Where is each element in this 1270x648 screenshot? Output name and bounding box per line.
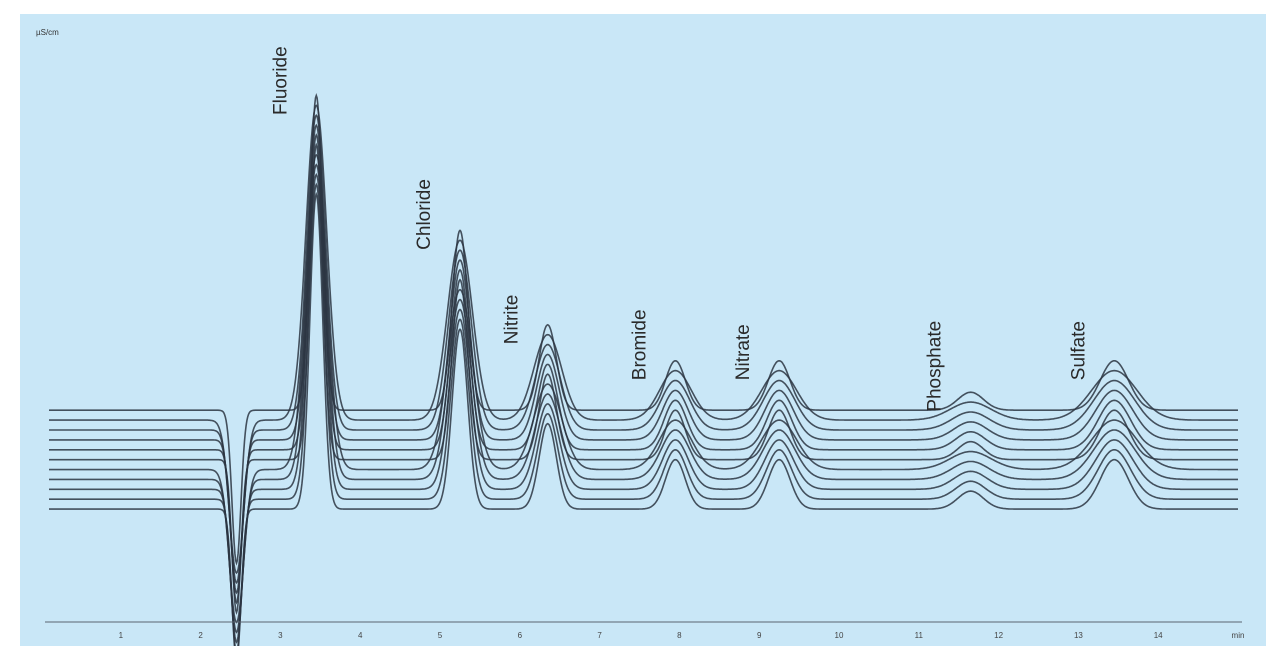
x-tick-label: 6 bbox=[518, 631, 523, 640]
peak-label: Nitrite bbox=[502, 295, 523, 345]
trace-line bbox=[49, 191, 1238, 646]
trace-line bbox=[49, 182, 1238, 646]
peak-label: Nitrate bbox=[733, 324, 754, 380]
trace-line bbox=[49, 92, 1238, 566]
x-tick-label: 8 bbox=[677, 631, 682, 640]
x-tick-label: 1 bbox=[119, 631, 124, 640]
x-tick-label: 13 bbox=[1074, 631, 1083, 640]
peak-label: Bromide bbox=[629, 309, 650, 380]
x-tick-label: 11 bbox=[915, 631, 924, 640]
traces-group bbox=[49, 92, 1238, 646]
peak-label: Sulfate bbox=[1068, 321, 1089, 380]
x-tick-label: 10 bbox=[835, 631, 844, 640]
x-tick-label: 3 bbox=[278, 631, 283, 640]
trace-line bbox=[49, 153, 1238, 624]
peak-label: Phosphate bbox=[925, 321, 946, 412]
chromatogram-panel: µS/cm 1 2 3 4 5 6 7 8 9 10 11 12 13 14 min Fluoride Chlo… bbox=[20, 14, 1266, 646]
chromatogram-plot: 1 2 3 4 5 6 7 8 9 10 11 12 13 14 minFluorideChlorideNi… bbox=[45, 46, 1245, 646]
y-unit-label: µS/cm bbox=[36, 28, 59, 37]
peak-label: Chloride bbox=[414, 179, 435, 250]
trace-line bbox=[49, 172, 1238, 644]
x-tick-label: 14 bbox=[1154, 631, 1163, 640]
x-tick-label: 12 bbox=[994, 631, 1003, 640]
trace-line bbox=[49, 104, 1238, 575]
x-tick-label: 2 bbox=[198, 631, 203, 640]
x-tick-label: min bbox=[1232, 631, 1245, 640]
peak-label: Fluoride bbox=[270, 46, 291, 115]
x-tick-label: 7 bbox=[597, 631, 602, 640]
x-tick-label: 4 bbox=[358, 631, 363, 640]
x-tick-label: 5 bbox=[438, 631, 443, 640]
x-tick-label: 9 bbox=[757, 631, 762, 640]
trace-line bbox=[49, 163, 1238, 634]
